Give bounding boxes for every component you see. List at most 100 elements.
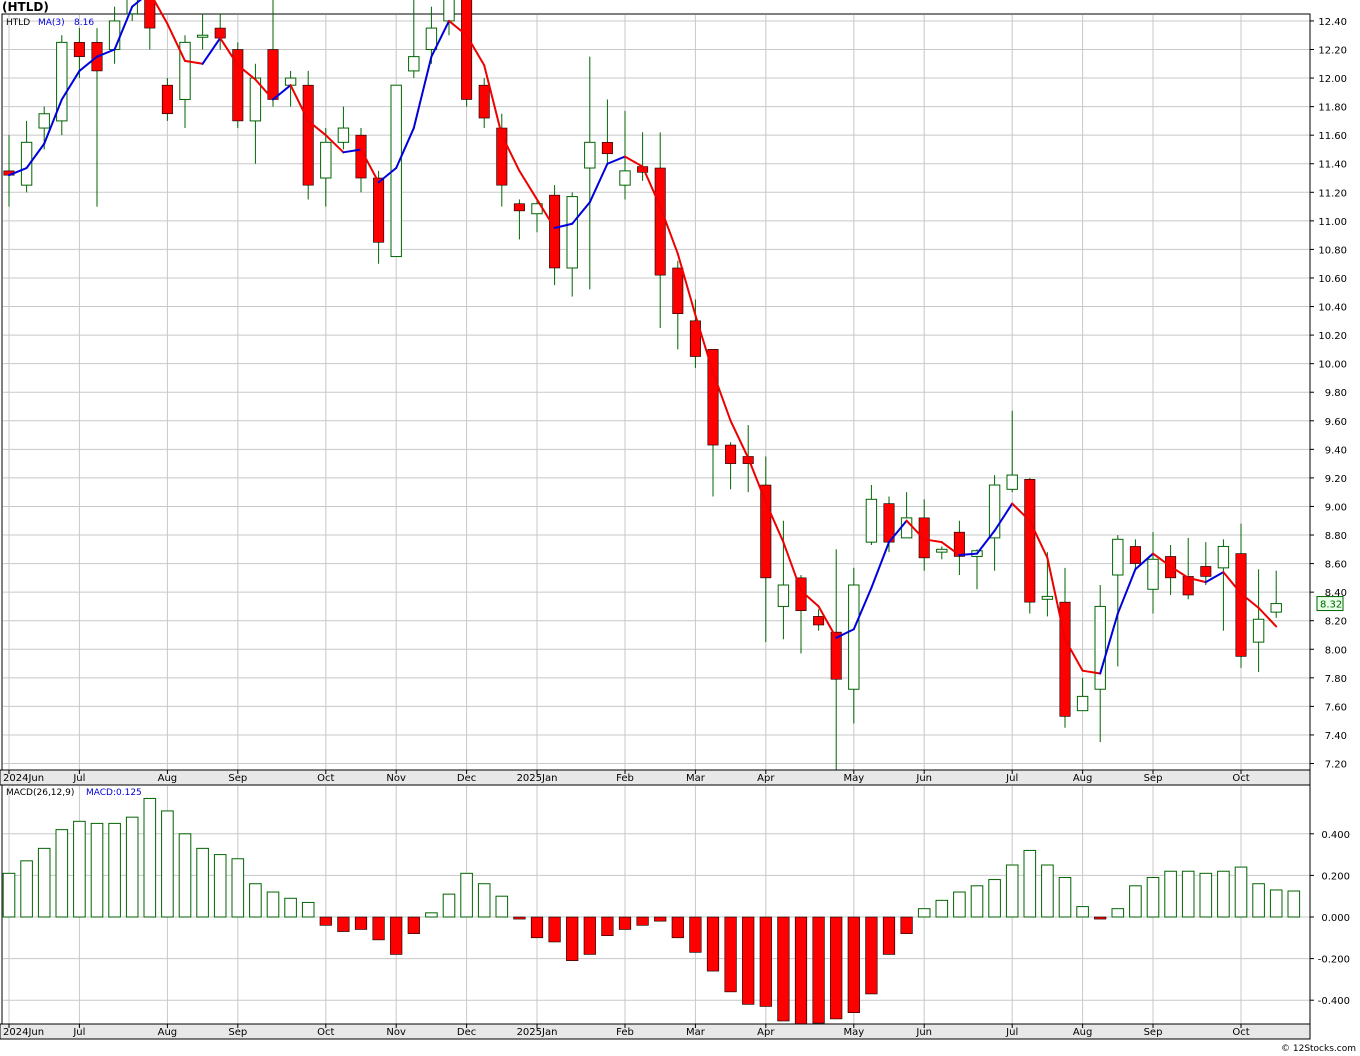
macd-bar — [1111, 908, 1125, 918]
candle-body — [496, 127, 508, 186]
candle-body — [196, 34, 209, 38]
down-candle — [830, 549, 842, 778]
macd-bar — [1041, 864, 1054, 918]
candle-body — [848, 584, 860, 690]
macd-bar — [495, 895, 509, 918]
price-y-tick-label: 9.40 — [1325, 445, 1347, 456]
up-candle — [1006, 410, 1018, 493]
ma-legend-label: MA(3) — [38, 18, 65, 28]
ma-segment — [96, 48, 116, 58]
ma-segment — [905, 519, 926, 541]
candle-body — [619, 170, 631, 186]
candle-body — [777, 584, 790, 607]
down-candle — [725, 442, 737, 490]
macd-y-tick-label: -0.200 — [1318, 955, 1350, 966]
macd-gridlines — [3, 786, 1310, 1024]
up-candle — [425, 6, 438, 64]
candle-body — [179, 41, 191, 100]
candle-body — [355, 134, 367, 179]
macd-bar — [513, 916, 526, 920]
candle-body — [443, 0, 455, 22]
macd-bar — [794, 916, 808, 1030]
price-y-tick-label: 12.20 — [1318, 46, 1347, 57]
macd-x-tick-label: Mar — [686, 1027, 706, 1038]
macd-bar — [1094, 916, 1107, 920]
candle-body — [654, 167, 666, 276]
ma-segment — [624, 155, 644, 168]
down-candle — [1200, 542, 1212, 585]
ma-segment — [606, 155, 626, 165]
down-candle — [601, 99, 613, 164]
macd-bar — [73, 820, 86, 918]
up-candle — [196, 13, 209, 50]
up-candle — [1252, 569, 1265, 673]
up-candle — [988, 475, 1001, 571]
ma-segment — [958, 552, 978, 557]
price-y-tick-label: 10.60 — [1318, 274, 1347, 285]
macd-y-axis: 0.400 0.200 0.000 -0.200 -0.400 — [1310, 830, 1350, 1007]
ma-segment — [324, 134, 345, 154]
macd-legend-name: MACD(26,12,9) — [6, 788, 74, 798]
macd-bar — [2, 872, 16, 918]
macd-bar — [249, 883, 262, 918]
price-y-tick-label: 8.20 — [1325, 617, 1347, 628]
macd-bar — [654, 916, 667, 922]
price-x-tick-label: Aug — [158, 773, 178, 784]
macd-bar — [1058, 876, 1072, 918]
price-x-tick-label: Oct — [1232, 773, 1249, 784]
candle-body — [267, 49, 279, 100]
up-candle — [1076, 677, 1089, 712]
ma-segment — [152, 0, 169, 25]
macd-bar — [354, 916, 368, 930]
ma-segment — [500, 134, 521, 172]
price-x-tick-label: Apr — [757, 773, 775, 784]
macd-bar — [548, 916, 561, 943]
down-candle — [373, 170, 385, 264]
macd-bar — [1252, 883, 1265, 918]
candle-body — [1235, 553, 1247, 657]
price-x-tick-label: Dec — [457, 773, 476, 784]
price-x-tick-label: Nov — [386, 773, 406, 784]
candle-body — [865, 498, 878, 543]
price-y-tick-label: 12.40 — [1318, 17, 1347, 28]
macd-bar — [1269, 889, 1283, 918]
candle-body — [988, 484, 1001, 539]
up-candle — [584, 56, 596, 290]
macd-bar — [196, 847, 209, 918]
down-candle — [461, 0, 473, 107]
ma-segment — [113, 5, 134, 51]
last-price-tag-box — [1316, 596, 1344, 612]
down-candle — [355, 128, 367, 193]
price-y-tick-label: 10.20 — [1318, 331, 1347, 342]
macd-bar — [566, 916, 579, 961]
macd-bar — [583, 916, 596, 955]
price-y-tick-label: 11.20 — [1318, 188, 1347, 199]
candle-body — [953, 531, 965, 557]
macd-bar — [830, 916, 843, 1020]
macd-bar — [55, 829, 69, 918]
down-candle — [549, 185, 561, 286]
macd-bar — [407, 916, 420, 934]
price-x-tick-label: Oct — [317, 773, 334, 784]
macd-y-tick-label: 0.200 — [1321, 871, 1350, 882]
price-y-tick-label: 9.20 — [1325, 474, 1347, 485]
macd-bar — [1129, 885, 1142, 918]
macd-bar — [1287, 890, 1301, 918]
ma-segment — [835, 628, 855, 639]
candle-body — [1112, 538, 1124, 576]
price-y-tick-label: 8.80 — [1325, 531, 1347, 542]
ma-segment — [993, 502, 1014, 532]
ma-segment — [712, 371, 732, 422]
ma-segment — [184, 59, 204, 65]
macd-x-tick-label: Apr — [757, 1027, 775, 1038]
candle-body — [390, 84, 402, 258]
ma-segment — [588, 162, 609, 204]
ma-segment — [1011, 502, 1031, 522]
ma-segment — [483, 64, 503, 137]
ma-segment — [1152, 552, 1172, 568]
macd-bar — [1217, 870, 1230, 918]
ma-segment — [852, 586, 873, 631]
candle-body — [478, 84, 490, 119]
ma-segment — [1064, 638, 1084, 672]
macd-bar — [90, 822, 104, 918]
